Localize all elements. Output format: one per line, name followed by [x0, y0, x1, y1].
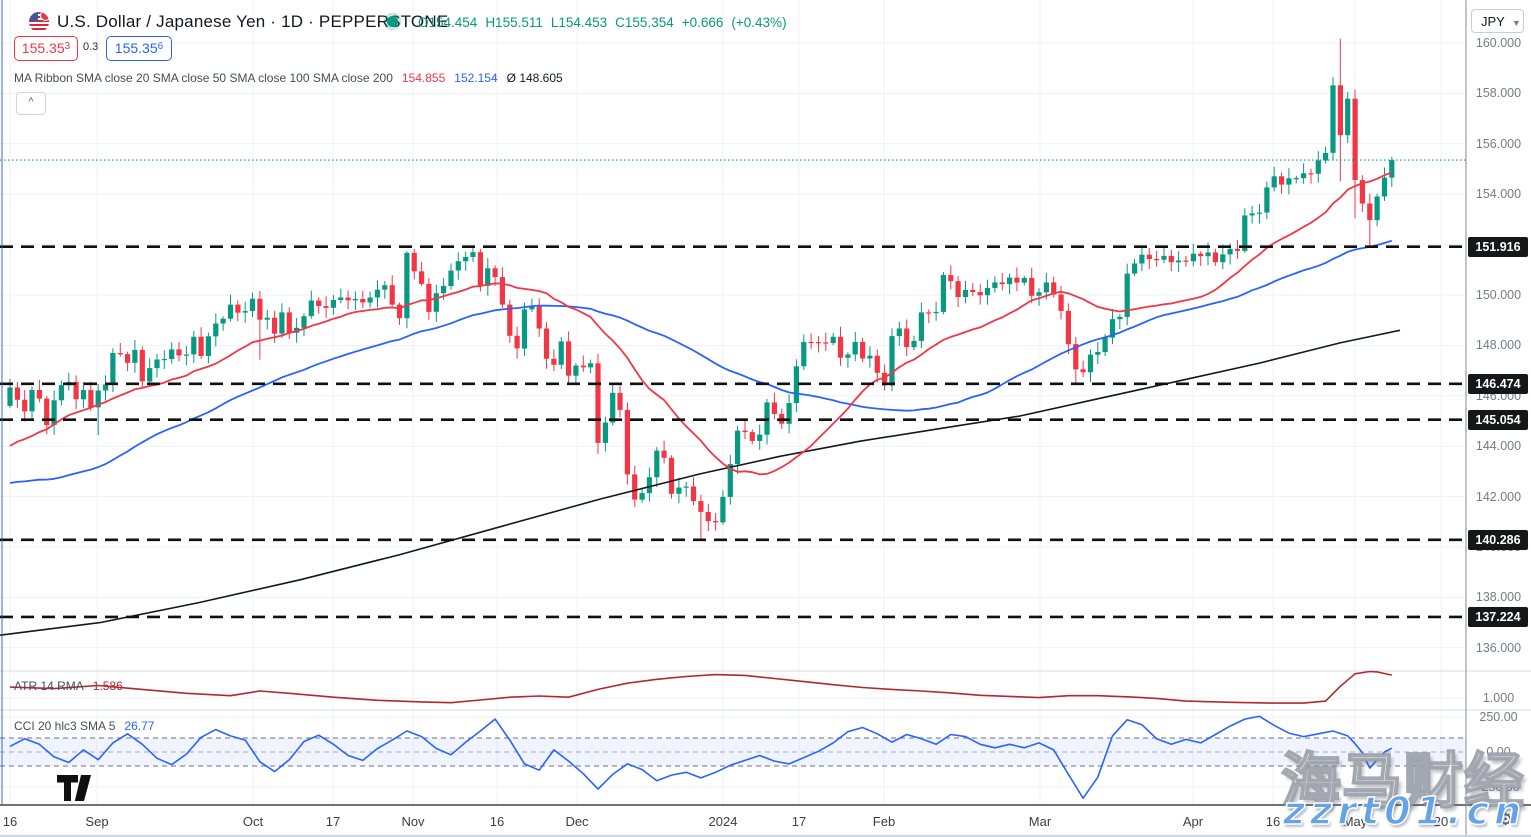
sma20-value: 154.855: [401, 71, 446, 85]
ohlc-readout: O154.454 H155.511 L154.453 C155.354 +0.666 (+…: [418, 15, 795, 30]
time-axis-label: 16: [1265, 814, 1281, 829]
time-axis-label: 17: [791, 814, 807, 829]
ma-ribbon-label: MA Ribbon SMA close 20 SMA close 50 SMA …: [14, 71, 393, 85]
spread-value: 0.3: [83, 41, 99, 53]
atr-label: ATR 14 RMA: [14, 679, 84, 693]
buy-button[interactable]: 155.356: [106, 36, 172, 61]
symbol-title[interactable]: U.S. Dollar / Japanese Yen · 1D · PEPPER…: [57, 12, 449, 31]
level-price-badge: 151.916: [1468, 236, 1528, 257]
high-value: H155.511: [485, 15, 543, 30]
left-edge-line: [1, 0, 3, 805]
price-axis-label: 156.000: [1475, 136, 1522, 151]
price-axis-label: 136.000: [1475, 640, 1522, 655]
time-axis-label: 2024: [708, 814, 738, 829]
symbol-flag-icon: [29, 12, 49, 32]
time-axis-label: Apr: [1182, 814, 1204, 829]
chevron-down-icon: ▼: [1511, 18, 1521, 28]
price-axis-label: 160.000: [1475, 36, 1522, 50]
price-axis-label: 144.000: [1475, 439, 1522, 454]
indicator-axis-label: -250.00: [1477, 780, 1520, 794]
tradingview-logo[interactable]: [57, 775, 101, 801]
time-axis-label: 16: [489, 814, 505, 829]
price-axis-label: 158.000: [1475, 86, 1522, 101]
time-axis[interactable]: 16 Sep Oct 17 Nov 16 Dec 2024 17 Feb Mar Apr 16 May 20: [0, 805, 1531, 835]
atr-legend[interactable]: ATR 14 RMA 1.586: [14, 679, 123, 693]
axis-settings-gear-icon[interactable]: ⚙: [1498, 810, 1514, 829]
price-axis-label: 142.000: [1475, 489, 1522, 504]
watermark-chinese: 海马财经: [1280, 746, 1525, 818]
time-axis-label: 17: [325, 814, 341, 829]
time-axis-label: Feb: [872, 814, 896, 829]
time-axis-label: 20: [1433, 814, 1449, 829]
level-price-badge: 140.286: [1468, 529, 1528, 550]
time-axis-label: 16: [2, 814, 18, 829]
market-open-icon[interactable]: [387, 16, 398, 27]
change-percent: (+0.43%): [731, 15, 787, 30]
time-axis-label: Dec: [565, 814, 589, 829]
open-value: O154.454: [418, 15, 478, 30]
indicator-axis-label: 1.000: [1482, 691, 1515, 705]
atr-value: 1.586: [92, 679, 123, 693]
price-axis-label: 138.000: [1475, 590, 1522, 605]
indicator-axis-label: 0.00: [1486, 745, 1511, 759]
cci-value: 26.77: [124, 719, 155, 733]
ma-ribbon-legend[interactable]: MA Ribbon SMA close 20 SMA close 50 SMA …: [14, 71, 563, 85]
watermark-url: zzrt01.cn: [1282, 788, 1527, 834]
indicator-axis-label: 250.00: [1479, 710, 1518, 724]
price-axis-label: 150.000: [1475, 288, 1522, 302]
sell-button[interactable]: 155.353: [14, 36, 78, 61]
level-price-badge: 145.054: [1468, 409, 1528, 430]
price-axis[interactable]: 160.000158.000156.000154.000152.000150.0…: [1466, 0, 1531, 805]
time-axis-label: Mar: [1028, 814, 1052, 829]
low-value: L154.453: [550, 15, 608, 30]
price-axis-label: 148.000: [1475, 338, 1522, 353]
time-axis-label: May: [1342, 814, 1368, 829]
level-price-badge: 146.474: [1468, 373, 1528, 394]
time-axis-label: Oct: [242, 814, 264, 829]
collapse-legend-button[interactable]: ^: [16, 92, 46, 115]
cci-legend[interactable]: CCI 20 hlc3 SMA 5 26.77: [14, 719, 154, 733]
time-axis-label: Sep: [85, 814, 109, 829]
sma50-value: 152.154: [454, 71, 498, 85]
change-value: +0.666: [681, 15, 724, 30]
cci-label: CCI 20 hlc3 SMA 5: [14, 719, 116, 733]
level-price-badge: 137.224: [1468, 606, 1528, 627]
time-axis-label: Nov: [401, 814, 425, 829]
currency-toggle-button[interactable]: JPY ▼: [1471, 9, 1524, 33]
close-value: C155.354: [615, 15, 674, 30]
price-axis-label: 154.000: [1475, 187, 1522, 202]
sma-average-value: Ø 148.605: [506, 71, 563, 85]
